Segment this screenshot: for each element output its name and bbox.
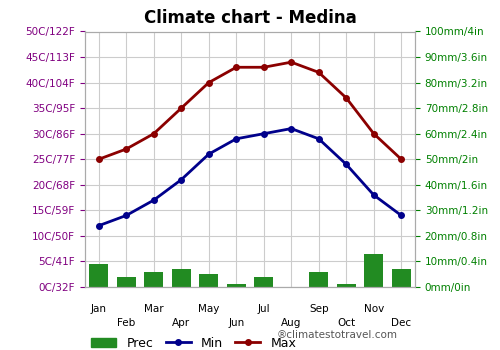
- Text: May: May: [198, 304, 220, 314]
- Bar: [364, 254, 384, 287]
- Bar: [226, 285, 246, 287]
- Bar: [144, 272, 164, 287]
- Legend: Prec, Min, Max: Prec, Min, Max: [91, 337, 296, 350]
- Text: Apr: Apr: [172, 317, 191, 328]
- Bar: [116, 277, 136, 287]
- Title: Climate chart - Medina: Climate chart - Medina: [144, 9, 356, 27]
- Text: Dec: Dec: [391, 317, 411, 328]
- Text: Jan: Jan: [91, 304, 107, 314]
- Text: Oct: Oct: [337, 317, 355, 328]
- Text: Jul: Jul: [258, 304, 270, 314]
- Text: Feb: Feb: [117, 317, 136, 328]
- Bar: [172, 269, 191, 287]
- Bar: [392, 269, 411, 287]
- Text: Nov: Nov: [364, 304, 384, 314]
- Text: Aug: Aug: [281, 317, 301, 328]
- Bar: [199, 274, 218, 287]
- Text: Sep: Sep: [309, 304, 328, 314]
- Bar: [336, 285, 356, 287]
- Text: Mar: Mar: [144, 304, 164, 314]
- Text: Jun: Jun: [228, 317, 244, 328]
- Bar: [254, 277, 274, 287]
- Bar: [89, 264, 108, 287]
- Bar: [309, 272, 328, 287]
- Text: ®climatestotravel.com: ®climatestotravel.com: [276, 330, 398, 341]
